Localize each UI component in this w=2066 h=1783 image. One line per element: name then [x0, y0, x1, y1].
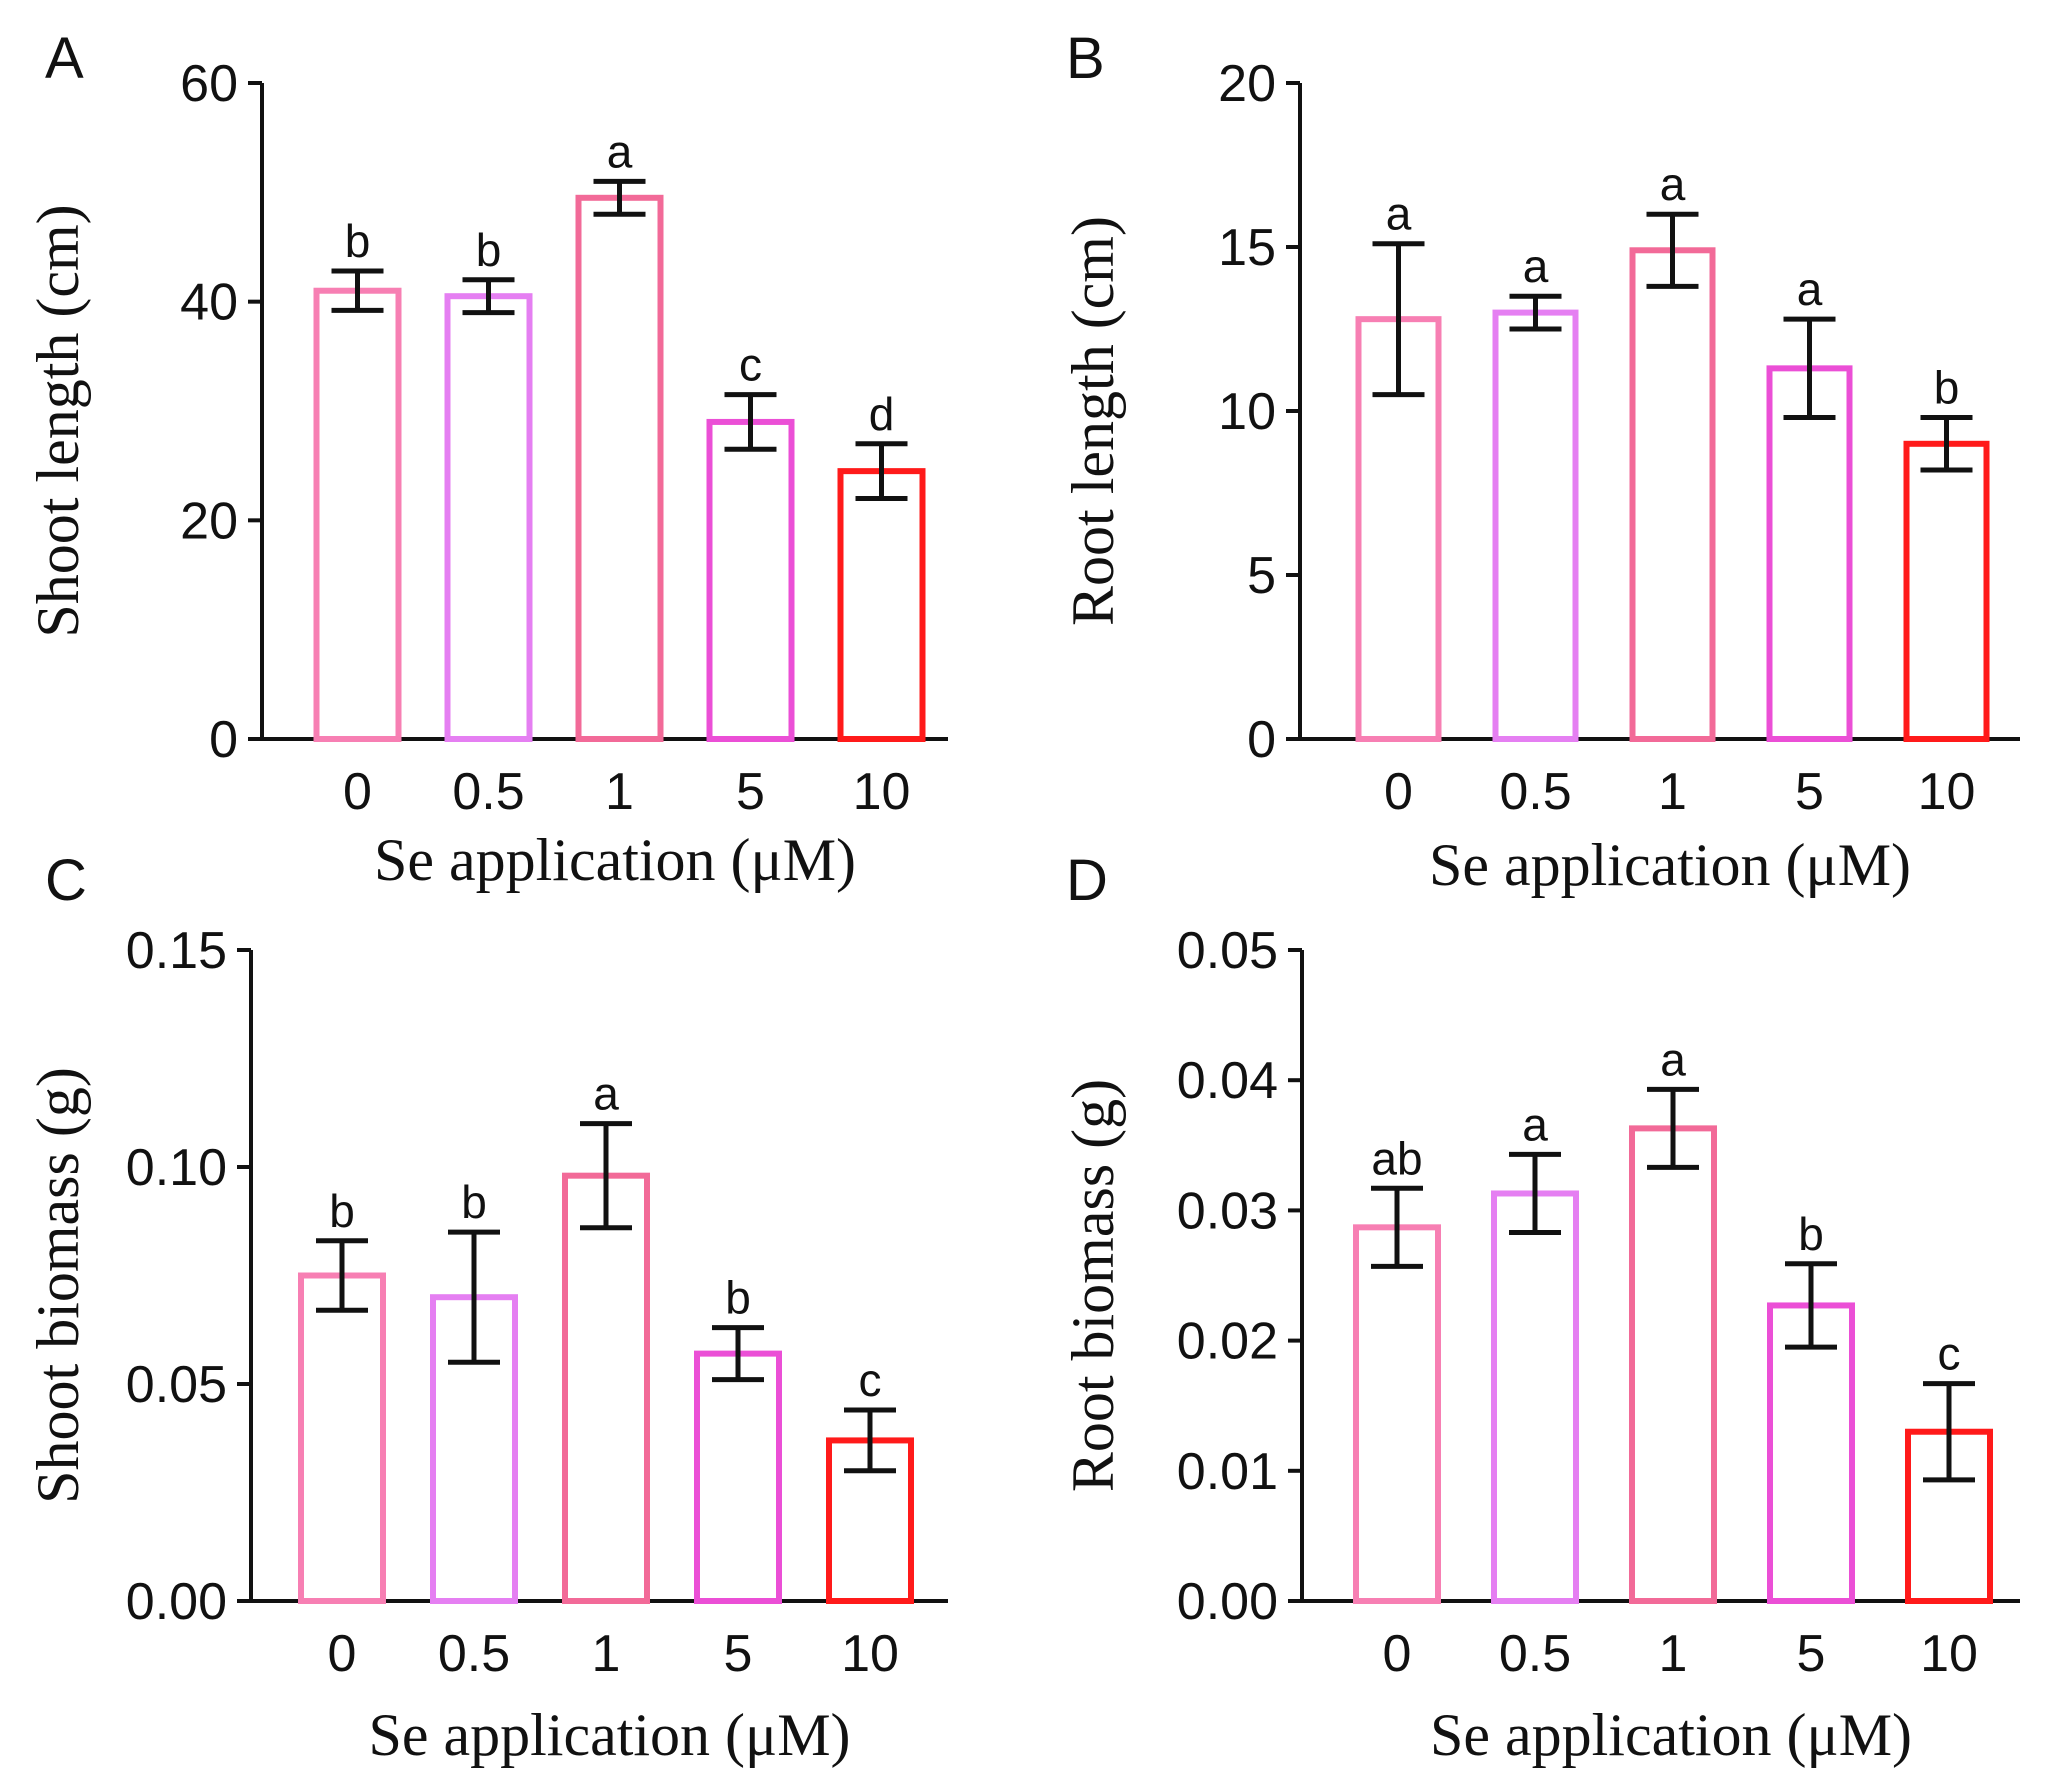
y-tick-label: 0.15	[126, 922, 227, 980]
x-tick-label: 0	[343, 763, 372, 821]
y-tick-label: 5	[1247, 547, 1276, 605]
y-tick-label: 60	[180, 55, 238, 113]
significance-label: b	[345, 215, 371, 267]
y-tick-label: 40	[180, 274, 238, 332]
y-axis-title: Root biomass (g)	[1060, 1079, 1126, 1492]
significance-label: a	[1523, 240, 1549, 292]
x-tick-label: 0.5	[438, 1625, 510, 1683]
significance-label: b	[1798, 1208, 1824, 1260]
significance-label: ab	[1371, 1132, 1422, 1184]
bar	[575, 194, 664, 743]
y-tick-label: 10	[1218, 383, 1276, 441]
significance-label: b	[476, 224, 502, 276]
y-tick-label: 0.02	[1177, 1313, 1278, 1371]
x-tick-label: 5	[1797, 1625, 1826, 1683]
bar	[1767, 1302, 1855, 1605]
bar	[1903, 440, 1990, 742]
x-tick-label: 0.5	[1499, 1625, 1571, 1683]
significance-label: c	[1938, 1328, 1961, 1380]
significance-label: b	[725, 1272, 751, 1324]
y-tick-label: 0.00	[1177, 1573, 1278, 1631]
y-axis-title: Shoot biomass (g)	[25, 1067, 91, 1504]
significance-label: b	[1934, 362, 1960, 414]
y-tick-label: 0	[1247, 711, 1276, 769]
significance-label: c	[739, 339, 762, 391]
y-tick-label: 20	[180, 492, 238, 550]
significance-label: c	[859, 1354, 882, 1406]
bar	[694, 1350, 782, 1604]
panel-letter: D	[1066, 848, 1108, 913]
significance-label: b	[329, 1185, 355, 1237]
y-tick-label: 0.03	[1177, 1182, 1278, 1240]
panel-letter: A	[45, 26, 84, 91]
x-tick-label: 0	[1384, 763, 1413, 821]
y-tick-label: 0.05	[1177, 922, 1278, 980]
x-tick-label: 1	[592, 1625, 621, 1683]
y-tick-label: 15	[1218, 219, 1276, 277]
significance-label: d	[869, 388, 895, 440]
x-tick-label: 5	[736, 763, 765, 821]
y-axis-title: Root length (cm)	[1060, 216, 1126, 626]
x-tick-label: 0	[328, 1625, 357, 1683]
x-tick-label: 0.5	[1499, 763, 1571, 821]
x-axis-title: Se application (μM)	[368, 1702, 850, 1768]
x-tick-label: 10	[1918, 763, 1976, 821]
y-tick-label: 0	[209, 711, 238, 769]
x-tick-label: 10	[841, 1625, 899, 1683]
x-tick-label: 1	[1658, 763, 1687, 821]
panel-a: A 0 20 40 60 b 0 b 0.5 a 1 c 5 d 10 Se application (μM)…	[25, 26, 948, 893]
significance-label: a	[1797, 263, 1823, 315]
significance-label: a	[1522, 1098, 1548, 1150]
x-tick-label: 0	[1383, 1625, 1412, 1683]
bar	[1492, 309, 1579, 742]
y-tick-label: 0.10	[126, 1139, 227, 1197]
bar	[1353, 1224, 1441, 1605]
y-axis-title: Shoot length (cm)	[25, 204, 91, 637]
bar	[313, 287, 402, 742]
bar	[444, 293, 533, 742]
significance-label: a	[593, 1068, 619, 1120]
x-tick-label: 0.5	[452, 763, 524, 821]
x-axis-title: Se application (μM)	[374, 827, 856, 893]
significance-label: b	[461, 1176, 487, 1228]
x-tick-label: 5	[724, 1625, 753, 1683]
significance-label: a	[1386, 188, 1412, 240]
significance-label: a	[1660, 1033, 1686, 1085]
panel-letter: C	[45, 848, 87, 913]
x-tick-label: 5	[1795, 763, 1824, 821]
y-tick-label: 20	[1218, 55, 1276, 113]
panel-d: D 0.00 0.01 0.02 0.03 0.04 0.05 ab 0 a 0.5 a 1 b 5 c 10S…	[1060, 848, 2020, 1768]
bar	[1491, 1190, 1579, 1604]
x-axis-title: Se application (μM)	[1430, 1702, 1912, 1768]
y-tick-label: 0.05	[126, 1356, 227, 1414]
bar	[298, 1272, 386, 1604]
x-axis-title: Se application (μM)	[1429, 832, 1911, 898]
bar	[1766, 365, 1853, 742]
x-tick-label: 1	[1659, 1625, 1688, 1683]
bar	[837, 468, 926, 742]
bar	[1629, 1125, 1717, 1605]
bar	[1629, 247, 1716, 742]
y-tick-label: 0.00	[126, 1573, 227, 1631]
panel-letter: B	[1066, 26, 1105, 91]
y-tick-label: 0.04	[1177, 1052, 1278, 1110]
significance-label: a	[607, 125, 633, 177]
x-tick-label: 10	[1920, 1625, 1978, 1683]
panel-c: C 0.00 0.05 0.10 0.15 b 0 b 0.5 a 1 b 5 c 10 Se applica…	[25, 848, 948, 1768]
y-tick-label: 0.01	[1177, 1443, 1278, 1501]
x-tick-label: 10	[853, 763, 911, 821]
significance-label: a	[1660, 158, 1686, 210]
x-tick-label: 1	[605, 763, 634, 821]
bar	[706, 418, 795, 742]
bar	[562, 1172, 650, 1605]
